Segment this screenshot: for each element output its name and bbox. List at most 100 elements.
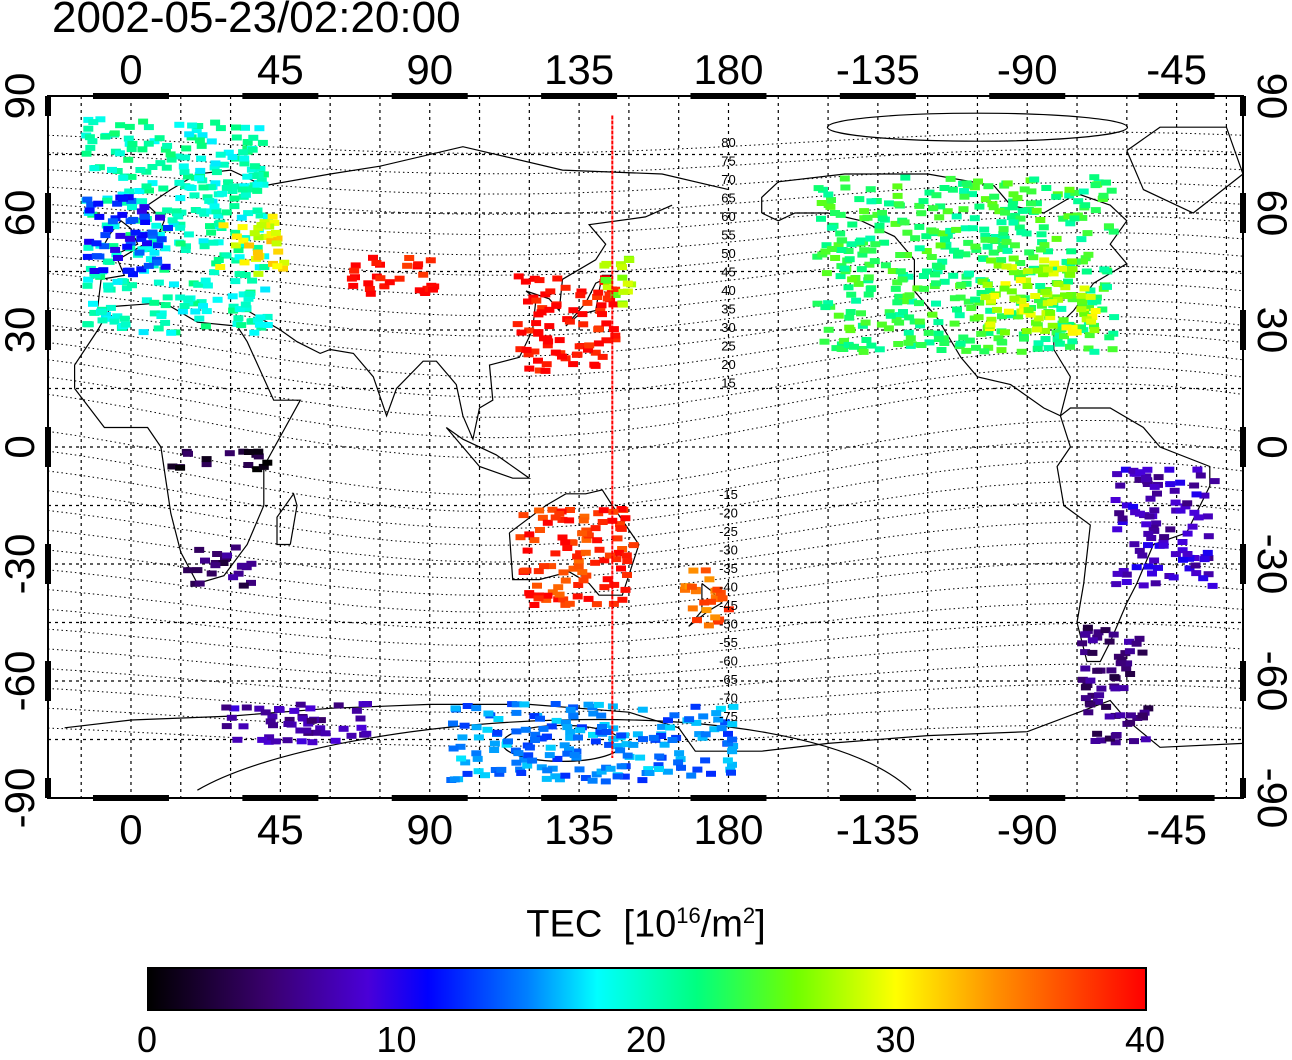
tec-pixel [206,570,217,577]
tec-pixel [992,306,1002,313]
tec-pixel [1034,297,1044,304]
tec-pixel [249,163,260,170]
tec-pixel [253,448,264,455]
tec-pixel [253,453,264,460]
tec-pixel [820,304,831,311]
tec-pixel [211,169,222,176]
tec-pixel [1177,539,1188,545]
tec-pixel [637,706,648,713]
tec-pixel [1010,212,1021,219]
tec-pixel [215,264,226,270]
tec-pixel [945,175,956,182]
tec-pixel [577,569,588,576]
tec-pixel [617,274,628,281]
tec-pixel [1115,660,1126,667]
tec-pixel [601,320,612,327]
tec-pixel [1128,467,1139,474]
tec-pixel [220,555,230,562]
tec-pixel [846,241,857,248]
tec-pixel [496,766,507,773]
tec-pixel [151,222,162,229]
tec-pixel [1066,248,1077,255]
tec-pixel [117,211,128,218]
tec-pixel [583,701,594,708]
coastline [445,427,532,479]
tec-pixel [926,254,937,260]
tec-pixel [234,306,245,313]
tec-pixel [1107,346,1118,353]
tec-pixel [853,280,864,287]
tec-pixel [448,745,459,752]
tec-pixel [986,257,997,264]
tec-pixel [986,297,996,304]
tec-pixel [1040,288,1051,295]
tec-pixel [168,221,179,228]
tec-pixel [84,134,95,141]
tec-pixel [1060,284,1071,291]
tec-pixel [221,209,232,216]
tec-pixel [559,742,570,749]
tec-pixel [865,186,876,193]
tec-pixel [143,140,154,147]
tec-pixel [111,251,122,258]
tec-pixel [211,208,222,215]
tec-pixel [258,181,269,188]
tec-pixel [278,265,288,272]
tec-pixel [542,767,553,774]
contour-label: -50 [719,616,738,631]
coastline [1126,126,1244,214]
tec-pixel [1012,195,1023,201]
tec-pixel [604,291,615,298]
tec-pixel [717,595,728,602]
tec-pixel [1002,247,1013,254]
contour-label: 30 [721,320,735,335]
tec-pixel [194,315,205,322]
tec-pixel [1138,582,1149,589]
tec-pixel [1096,737,1107,744]
tec-pixel [1203,571,1214,578]
tec-pixel [295,727,306,734]
contour-label: -25 [719,524,738,539]
tec-pixel [137,146,148,153]
tec-pixel [1143,705,1154,712]
tec-pixel [1021,277,1032,284]
tec-pixel [1052,336,1063,343]
tec-pixel [653,762,664,769]
tec-pixel [996,347,1007,354]
magnetic-contour [47,724,1244,747]
tec-pixel [206,229,217,236]
tec-pixel [536,309,547,316]
tec-pixel [885,312,896,319]
tec-pixel [605,765,616,772]
tec-pixel [94,213,105,220]
tec-pixel [1164,466,1175,473]
tec-pixel [1100,627,1111,634]
tec-pixel [394,275,405,282]
tec-pixel [384,279,395,286]
tec-pixel [256,222,267,229]
tec-pixel [1024,249,1035,256]
tec-pixel [1182,530,1193,537]
tec-pixel [413,261,424,268]
tec-pixel [88,119,99,126]
tec-pixel [522,762,533,769]
tec-pixel [212,551,223,557]
tec-pixel [1129,541,1140,548]
tec-pixel [1121,502,1132,509]
tec-pixel [1073,198,1084,205]
tec-pixel [615,525,626,532]
tec-pixel [1057,320,1068,327]
tec-pixel [450,705,461,712]
tec-pixel [884,200,894,207]
tec-pixel [1016,229,1027,236]
tec-pixel [617,596,628,603]
tec-pixel [1115,712,1126,719]
tec-pixel [1083,709,1094,716]
tec-pixel [612,535,623,542]
tec-pixel [542,519,553,526]
tec-pixel [939,278,950,285]
tec-pixel [1035,283,1046,289]
tec-pixel [194,137,205,144]
tec-pixel [135,167,146,173]
tec-pixel [210,562,221,569]
